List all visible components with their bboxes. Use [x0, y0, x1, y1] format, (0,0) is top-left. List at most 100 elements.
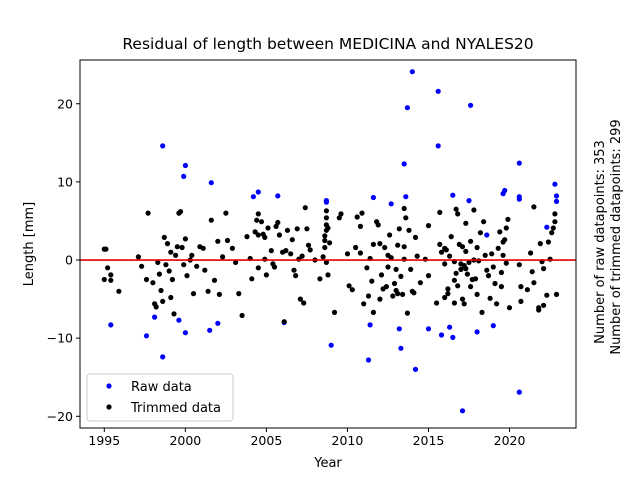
data-point: [258, 219, 265, 225]
data-point: [458, 266, 464, 272]
data-point: [390, 293, 396, 299]
data-point: [474, 244, 480, 251]
data-point: [239, 312, 245, 319]
x-tick-label: 2000: [169, 433, 201, 448]
data-point: [500, 252, 506, 258]
data-point: [442, 294, 448, 301]
data-point: [349, 287, 355, 293]
chart-title: Residual of length between MEDICINA and …: [122, 35, 533, 53]
data-point: [482, 252, 488, 258]
data-point: [299, 253, 305, 259]
data-point: [255, 265, 261, 271]
data-point: [200, 245, 206, 251]
data-point: [211, 277, 218, 283]
data-point: [317, 276, 323, 282]
data-point: [369, 278, 375, 284]
data-point: [391, 280, 398, 287]
data-point: [472, 276, 479, 282]
y-tick-label: 10: [57, 174, 73, 189]
data-point: [445, 291, 451, 297]
data-point: [404, 310, 410, 316]
data-point: [189, 252, 195, 258]
data-point: [459, 296, 466, 302]
data-point: [516, 160, 522, 166]
data-point: [417, 280, 423, 286]
data-point: [547, 256, 553, 262]
data-point: [524, 287, 531, 293]
data-point: [331, 309, 338, 315]
data-point: [220, 254, 226, 260]
data-point: [498, 284, 504, 290]
data-point: [466, 259, 472, 265]
data-point: [463, 266, 469, 272]
data-point: [377, 241, 383, 247]
legend-label-raw: Raw data: [131, 380, 192, 395]
data-point: [434, 300, 440, 306]
data-point: [387, 232, 393, 238]
data-point: [361, 301, 367, 307]
data-point: [182, 236, 188, 242]
data-point: [495, 245, 501, 251]
data-point: [545, 239, 552, 245]
x-tick-label: 2020: [494, 433, 526, 448]
data-point: [408, 266, 414, 272]
data-point: [445, 286, 451, 292]
x-tick-label: 2015: [413, 433, 445, 448]
data-point: [229, 245, 235, 251]
data-point: [528, 250, 534, 256]
trimmed-count-annotation: Number of trimmed datapoints: 299: [609, 119, 624, 354]
data-point: [544, 224, 550, 230]
legend: Raw data Trimmed data: [86, 373, 234, 422]
data-point: [160, 143, 166, 149]
data-point: [323, 215, 329, 221]
data-point: [177, 209, 184, 215]
data-point: [398, 345, 404, 351]
data-point: [412, 234, 419, 240]
data-point: [388, 255, 394, 261]
data-point: [302, 205, 308, 211]
data-point: [422, 256, 428, 262]
data-point: [377, 296, 383, 302]
data-point: [378, 272, 385, 278]
data-point: [474, 329, 480, 335]
data-point: [481, 219, 487, 225]
data-point: [552, 181, 558, 187]
data-point: [447, 324, 453, 330]
data-point: [425, 326, 432, 332]
data-point: [479, 309, 485, 315]
data-point: [450, 192, 456, 198]
data-point: [461, 301, 467, 307]
data-point: [262, 234, 268, 240]
data-point: [357, 250, 363, 256]
data-point: [325, 272, 331, 278]
data-point: [544, 292, 550, 298]
data-point: [181, 173, 187, 179]
data-point: [409, 69, 415, 75]
data-point: [395, 242, 401, 248]
data-point: [489, 251, 495, 257]
data-point: [155, 259, 161, 265]
series-raw-data: [108, 69, 560, 414]
data-point: [182, 162, 188, 169]
data-point: [468, 284, 474, 290]
data-point: [443, 247, 449, 253]
data-point: [250, 194, 256, 200]
data-point: [505, 216, 511, 222]
data-point: [143, 333, 150, 339]
data-point: [367, 322, 373, 328]
data-point: [437, 241, 443, 247]
data-point: [552, 211, 558, 217]
data-point: [406, 227, 412, 233]
data-point: [455, 211, 461, 217]
x-tick-label: 1995: [88, 433, 120, 448]
data-point: [223, 210, 229, 216]
data-point: [464, 271, 470, 277]
data-point: [552, 219, 558, 225]
data-point: [336, 215, 342, 221]
data-point: [224, 237, 231, 244]
data-point: [288, 251, 294, 257]
data-point: [307, 247, 313, 253]
data-point: [503, 225, 509, 231]
data-point: [412, 366, 419, 372]
data-point: [459, 408, 466, 414]
